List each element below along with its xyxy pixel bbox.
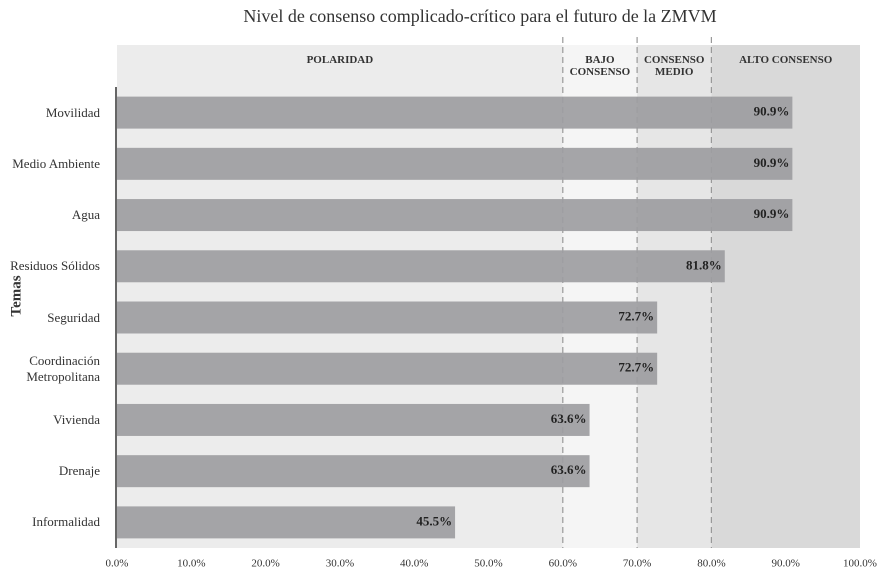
- bar: [117, 455, 590, 488]
- y-tick-label: Coordinación Metropolitana: [26, 352, 100, 384]
- bar: [117, 250, 725, 283]
- value-label: 72.7%: [618, 360, 654, 375]
- y-tick-label: Seguridad: [47, 309, 100, 325]
- value-label: 90.9%: [754, 206, 790, 221]
- bar: [117, 199, 793, 232]
- x-tick-label: 0.0%: [106, 558, 129, 570]
- y-tick-label: Medio Ambiente: [12, 155, 100, 171]
- band: [637, 45, 712, 548]
- x-tick-label: 60.0%: [549, 558, 577, 570]
- x-tick-label: 40.0%: [400, 558, 428, 570]
- value-label: 90.9%: [754, 155, 790, 170]
- band-label: POLARIDAD: [306, 54, 374, 66]
- y-tick-label: Agua: [71, 207, 100, 223]
- y-tick-label: Movilidad: [45, 104, 100, 120]
- y-tick-label: Vivienda: [53, 411, 100, 427]
- band-label: BAJO CONSENSO: [569, 54, 631, 78]
- value-label: 72.7%: [618, 308, 654, 323]
- y-tick-label: Residuos Sólidos: [10, 258, 100, 274]
- value-label: 63.6%: [551, 411, 587, 426]
- x-tick-label: 80.0%: [697, 558, 725, 570]
- value-label: 45.5%: [416, 513, 452, 528]
- band-label: CONSENSO MEDIO: [643, 54, 705, 78]
- x-tick-label: 50.0%: [474, 558, 502, 570]
- x-tick-label: 100.0%: [843, 558, 877, 570]
- value-label: 81.8%: [686, 257, 722, 272]
- y-tick-label: Drenaje: [58, 463, 100, 479]
- bar: [117, 147, 793, 180]
- bar: [117, 506, 456, 539]
- value-label: 90.9%: [754, 104, 790, 119]
- chart-title: Nivel de consenso complicado-crítico par…: [243, 6, 716, 26]
- x-tick-label: 20.0%: [251, 558, 279, 570]
- y-tick-label: Informalidad: [32, 514, 100, 530]
- x-tick-label: 10.0%: [177, 558, 205, 570]
- x-tick-label: 30.0%: [326, 558, 354, 570]
- bar: [117, 96, 793, 129]
- x-tick-label: 70.0%: [623, 558, 651, 570]
- band: [711, 45, 860, 548]
- value-label: 63.6%: [551, 462, 587, 477]
- bar: [117, 352, 658, 385]
- bar: [117, 301, 658, 334]
- bar: [117, 403, 590, 436]
- y-axis-label: Temas: [8, 275, 24, 316]
- band-label: ALTO CONSENSO: [739, 54, 833, 66]
- x-tick-label: 90.0%: [771, 558, 799, 570]
